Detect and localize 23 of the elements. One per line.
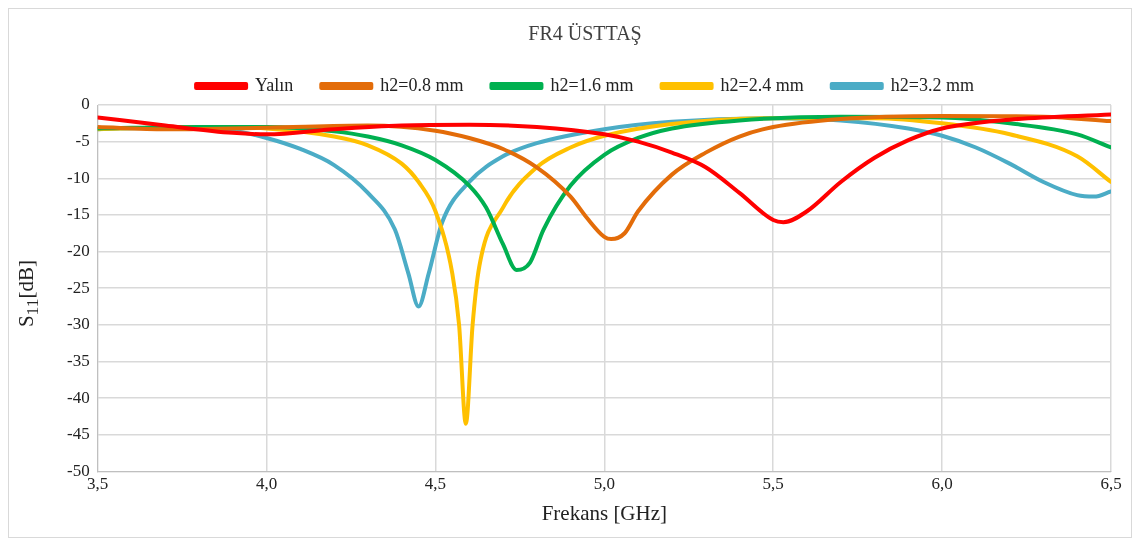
y-tick-label: -20	[66, 241, 90, 261]
x-axis-title: Frekans [GHz]	[541, 500, 668, 525]
x-tick-label: 6,5	[1100, 474, 1122, 494]
y-tick-label: 0	[81, 94, 90, 114]
y-tick-label: -15	[66, 204, 90, 224]
x-tick-label: 4,0	[255, 474, 278, 494]
y-tick-label: -5	[75, 131, 90, 151]
legend-label: Yalın	[255, 74, 294, 95]
chart-title: FR4 ÜSTTAŞ	[528, 22, 642, 46]
y-tick-label: -30	[66, 314, 90, 334]
x-tick-label: 6,0	[931, 474, 953, 494]
y-tick-label: -25	[66, 277, 90, 297]
y-tick-label: -35	[66, 350, 90, 370]
y-tick-label: -10	[66, 167, 90, 187]
legend-label: h2=3.2 mm	[890, 74, 974, 95]
y-tick-label: -40	[66, 387, 90, 407]
legend-label: h2=2.4 mm	[720, 74, 804, 95]
x-tick-label: 5,5	[762, 474, 784, 494]
y-tick-label: -45	[66, 424, 90, 444]
legend-label: h2=0.8 mm	[380, 74, 464, 95]
legend-label: h2=1.6 mm	[550, 74, 634, 95]
x-tick-label: 4,5	[424, 474, 447, 494]
x-tick-label: 5,0	[593, 474, 615, 494]
